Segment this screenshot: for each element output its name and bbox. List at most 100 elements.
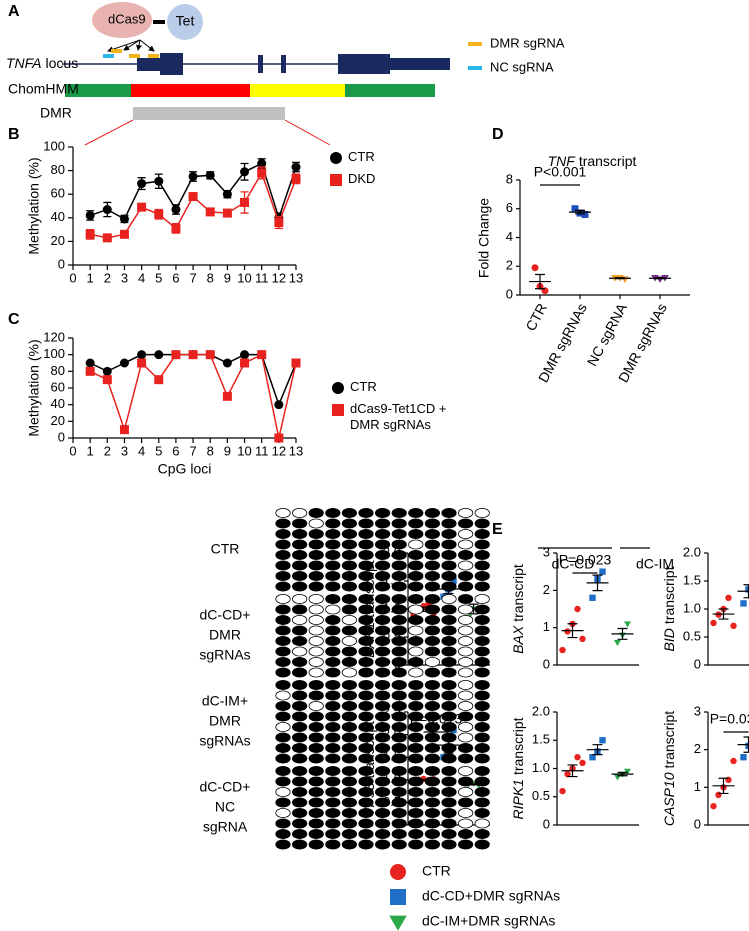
x-tick-label: 9 <box>224 270 231 285</box>
cpg-site <box>441 797 457 808</box>
cpg-site <box>441 636 457 647</box>
cpg-site <box>308 636 324 647</box>
cpg-site <box>441 732 457 743</box>
data-point <box>85 229 95 239</box>
cpg-site <box>391 594 407 605</box>
x-tick-label: 13 <box>289 443 303 458</box>
data-point <box>623 621 632 628</box>
x-tick-label: 10 <box>237 443 251 458</box>
chromhmm-segment <box>250 84 345 97</box>
x-tick-label: 1 <box>87 270 94 285</box>
cpg-site <box>374 690 391 701</box>
cpg-site <box>325 550 341 561</box>
series-line <box>90 171 297 239</box>
cpg-site <box>474 680 490 691</box>
cpg-site <box>424 680 440 691</box>
cpg-site <box>424 646 440 657</box>
cpg-site <box>457 667 474 678</box>
cpg-site <box>341 594 357 605</box>
cpg-site <box>358 787 374 798</box>
cpg-site <box>358 594 374 605</box>
cpg-site <box>325 776 341 787</box>
cpg-site <box>358 550 374 561</box>
cpg-site <box>341 529 357 540</box>
x-tick-label: 2 <box>104 443 111 458</box>
cpg-site <box>341 776 357 787</box>
cpg-site <box>441 625 457 636</box>
data-point <box>710 619 717 627</box>
locus-word: locus <box>46 55 79 71</box>
cpg-site <box>275 539 291 550</box>
cpg-site <box>424 797 440 808</box>
y-label-word: transcript <box>661 711 677 769</box>
cpg-site <box>341 625 357 636</box>
y-tick-label: 3 <box>543 544 550 559</box>
gene: TNFA <box>6 55 42 71</box>
cpg-site <box>325 808 341 819</box>
cpg-site <box>325 507 341 518</box>
cpg-site <box>374 787 391 798</box>
data-point <box>154 209 164 219</box>
cpg-site <box>391 743 407 754</box>
cpg-site <box>391 701 407 712</box>
cpg-site <box>291 615 308 626</box>
cpg-site <box>341 711 357 722</box>
cpg-site <box>457 829 474 840</box>
data-point <box>574 754 581 761</box>
cpg-site <box>374 829 391 840</box>
cpg-site <box>408 615 424 626</box>
mean-sem <box>586 574 609 592</box>
sample-label: NC <box>215 798 235 814</box>
data-point <box>574 605 581 613</box>
y-tick-label: 80 <box>51 162 65 177</box>
cpg-site <box>275 732 291 743</box>
cpg-site <box>391 625 407 636</box>
cpg-site <box>341 571 357 582</box>
y-tick-label: 120 <box>43 329 65 344</box>
sample-label: dC-CD+ <box>200 778 251 794</box>
cpg-site <box>408 594 424 605</box>
cpg-site <box>474 539 490 550</box>
cpg-site <box>358 829 374 840</box>
data-point <box>102 205 112 215</box>
cpg-site <box>341 615 357 626</box>
cpg-site <box>358 839 374 850</box>
cpg-site <box>374 539 391 550</box>
data-point <box>257 168 267 178</box>
data-point <box>154 176 164 186</box>
cpg-site <box>408 636 424 647</box>
x-tick-label: 13 <box>289 270 303 285</box>
data-point <box>240 197 250 207</box>
data-point <box>222 208 232 218</box>
cpg-site <box>391 690 407 701</box>
cpg-site <box>341 507 357 518</box>
cpg-site <box>374 625 391 636</box>
legend-swatch <box>468 42 482 46</box>
data-point <box>188 350 198 360</box>
x-tick-label: CTR <box>522 301 550 334</box>
cpg-site <box>391 829 407 840</box>
cpg-site <box>374 808 391 819</box>
cpg-site <box>408 529 424 540</box>
data-point <box>589 594 596 601</box>
data-point <box>579 635 586 643</box>
cpg-site <box>291 636 308 647</box>
cpg-site <box>325 829 341 840</box>
cpg-site <box>457 550 474 561</box>
cpg-site <box>308 657 324 668</box>
data-point <box>559 646 566 654</box>
data-point <box>613 640 622 647</box>
cpg-site <box>457 743 474 754</box>
cpg-site <box>341 808 357 819</box>
cpg-site <box>358 766 374 777</box>
cpg-site <box>408 787 424 798</box>
data-point <box>745 586 749 593</box>
cpg-site <box>325 657 341 668</box>
cpg-site <box>275 839 291 850</box>
data-point <box>154 375 164 385</box>
cpg-site <box>424 518 440 529</box>
cpg-site <box>341 604 357 615</box>
cpg-site <box>441 818 457 829</box>
cpg-site <box>291 797 308 808</box>
